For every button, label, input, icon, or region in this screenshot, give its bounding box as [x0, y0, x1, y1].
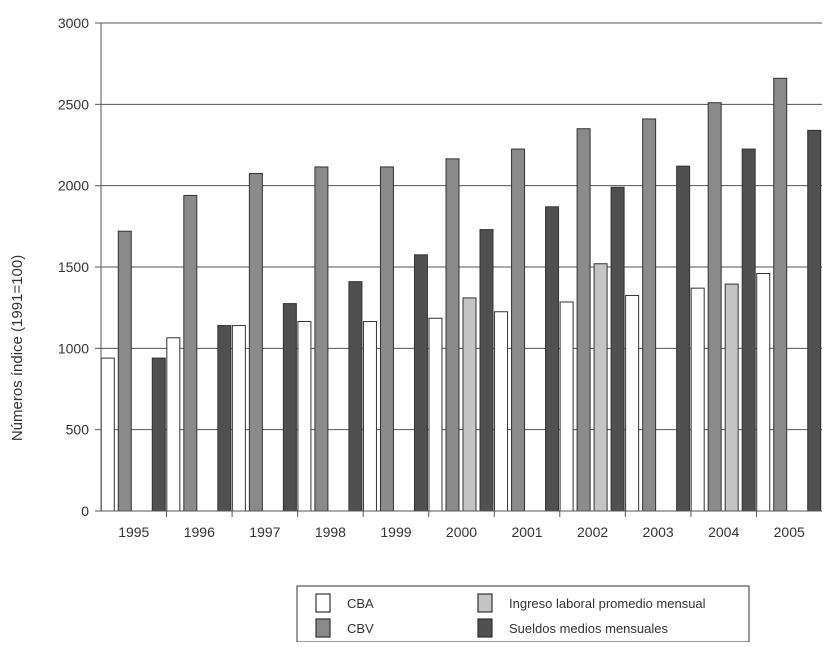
bar-ingreso-laboral-promedio-mensual-2002 — [593, 263, 608, 512]
x-tick-label: 2003 — [643, 524, 674, 540]
bar-ingreso-laboral-promedio-mensual-2000 — [462, 297, 477, 512]
bar-cba-1996 — [166, 337, 181, 512]
bar-sueldos-medios-mensuales-1997 — [282, 303, 297, 512]
y-tick-label: 0 — [81, 503, 89, 519]
legend-label: CBV — [347, 621, 374, 636]
x-tick-label: 1996 — [184, 524, 215, 540]
bar-cbv-1996 — [183, 194, 198, 512]
bar-cba-1997 — [231, 325, 246, 512]
bar-sueldos-medios-mensuales-1996 — [217, 325, 232, 512]
bar-cbv-2000 — [445, 158, 460, 512]
y-tick-label: 3000 — [58, 15, 89, 31]
x-tick-label: 1999 — [380, 524, 411, 540]
bar-cba-2005 — [756, 273, 771, 512]
legend-swatch — [477, 593, 493, 613]
x-tick-label: 2001 — [511, 524, 542, 540]
bar-sueldos-medios-mensuales-2002 — [610, 186, 625, 512]
legend: CBA CBV Ingreso laboral promedio mensual Su… — [296, 585, 750, 643]
x-tick-label: 1998 — [315, 524, 346, 540]
legend-label: Sueldos medios mensuales — [509, 621, 668, 636]
bars-layer — [100, 77, 822, 512]
bar-cbv-1998 — [314, 166, 329, 512]
bar-sueldos-medios-mensuales-2003 — [676, 165, 691, 512]
bar-sueldos-medios-mensuales-2004 — [741, 148, 756, 512]
bar-cbv-1999 — [379, 166, 394, 512]
legend-label: Ingreso laboral promedio mensual — [509, 596, 706, 611]
bar-cbv-2001 — [511, 148, 526, 512]
bar-cba-2002 — [559, 301, 574, 512]
legend-swatch — [477, 618, 493, 638]
legend-swatch — [315, 618, 331, 638]
axes-layer — [95, 22, 822, 517]
bar-sueldos-medios-mensuales-1995 — [151, 357, 166, 512]
bar-cba-2001 — [494, 311, 509, 512]
bar-cba-2004 — [690, 287, 705, 512]
labels-layer: 0 500 1000 1500 2000 2500 3000 1995 1996 1997 1998… — [58, 15, 805, 540]
bar-sueldos-medios-mensuales-2000 — [479, 229, 494, 512]
bar-cbv-2004 — [707, 102, 722, 512]
y-tick-label: 2500 — [58, 96, 89, 112]
bar-cbv-1995 — [117, 230, 132, 512]
bar-sueldos-medios-mensuales-1998 — [348, 281, 363, 512]
bar-cbv-2002 — [576, 128, 591, 512]
x-tick-label: 1997 — [249, 524, 280, 540]
bar-cba-1998 — [297, 320, 312, 512]
bar-sueldos-medios-mensuales-2001 — [545, 206, 560, 512]
bar-ingreso-laboral-promedio-mensual-2004 — [724, 283, 739, 512]
y-tick-label: 1500 — [58, 259, 89, 275]
x-tick-label: 2000 — [446, 524, 477, 540]
bar-cba-2003 — [625, 294, 640, 512]
x-tick-label: 2002 — [577, 524, 608, 540]
y-tick-label: 500 — [66, 422, 90, 438]
bar-cba-1995 — [100, 357, 115, 512]
x-tick-label: 1995 — [118, 524, 149, 540]
legend-swatch — [315, 593, 331, 613]
y-tick-label: 1000 — [58, 340, 89, 356]
y-tick-label: 2000 — [58, 178, 89, 194]
x-tick-label: 2004 — [708, 524, 739, 540]
bar-cbv-2003 — [642, 118, 657, 512]
bar-cba-1999 — [362, 320, 377, 512]
x-tick-label: 2005 — [774, 524, 805, 540]
bar-sueldos-medios-mensuales-2005 — [807, 129, 822, 512]
bar-sueldos-medios-mensuales-1999 — [413, 254, 428, 512]
y-axis-label: Números índice (1991=100) — [9, 255, 26, 441]
legend-label: CBA — [347, 596, 374, 611]
bar-cbv-2005 — [773, 77, 788, 512]
bar-cbv-1997 — [248, 172, 263, 512]
legend-box — [296, 585, 750, 643]
bar-cba-2000 — [428, 317, 443, 512]
